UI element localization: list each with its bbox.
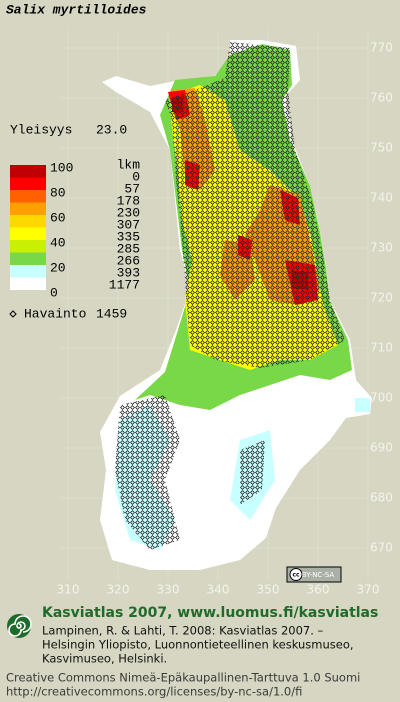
citation-line: Helsingin Yliopisto, Luonnontieteellinen…: [42, 638, 354, 652]
legend-count: 230: [117, 205, 140, 220]
x-tick-label: 370: [357, 583, 380, 597]
count-header: lkm: [117, 157, 141, 172]
legend-count: 1177: [109, 277, 140, 292]
y-tick-label: 690: [370, 441, 393, 455]
svg-text:cc: cc: [292, 572, 300, 579]
y-tick-label: 670: [370, 541, 393, 555]
observation-label: Havainto: [24, 306, 86, 321]
y-tick-label: 760: [370, 91, 393, 105]
legend-swatch: [10, 177, 46, 190]
license-badge-text: BY-NC-SA: [302, 571, 335, 579]
legend-swatch: [10, 190, 46, 203]
legend-scale-label: 20: [50, 260, 66, 275]
footer-brand: Kasviatlas 2007, www.luomus.fi/kasviatla…: [42, 605, 378, 621]
legend-scale-label: 40: [50, 235, 66, 250]
y-tick-label: 720: [370, 291, 393, 305]
legend-count: 307: [117, 217, 140, 232]
x-tick-label: 340: [207, 583, 230, 597]
y-tick-label: 700: [370, 391, 393, 405]
y-tick-label: 740: [370, 191, 393, 205]
legend-swatch: [10, 165, 46, 178]
legend-swatch: [10, 227, 46, 240]
y-tick-label: 730: [370, 241, 393, 255]
x-tick-label: 360: [307, 583, 330, 597]
observation-count: 1459: [96, 306, 127, 321]
legend-swatch: [10, 265, 46, 278]
species-title: Salix myrtilloides: [6, 2, 147, 17]
observation-icon: [9, 310, 17, 318]
citation-line: Kasvimuseo, Helsinki.: [42, 652, 167, 666]
legend-swatch: [10, 240, 46, 253]
x-tick-label: 350: [257, 583, 280, 597]
x-tick-label: 330: [157, 583, 180, 597]
legend-count: 178: [117, 193, 140, 208]
y-tick-label: 750: [370, 141, 393, 155]
legend-scale-label: 100: [50, 160, 73, 175]
citation-line: Lampinen, R. & Lahti, T. 2008: Kasviatla…: [42, 624, 324, 638]
legend-scale-label: 0: [50, 285, 58, 300]
license-line: http://creativecommons.org/licenses/by-n…: [6, 685, 302, 699]
observation-markers: [115, 42, 345, 550]
legend-swatch: [10, 252, 46, 265]
y-tick-label: 710: [370, 341, 393, 355]
y-tick-label: 680: [370, 491, 393, 505]
license-badge: cc BY-NC-SA: [286, 566, 342, 583]
frequency-label: Yleisyys: [10, 122, 72, 137]
legend-count: 57: [124, 181, 140, 196]
logo: [7, 614, 32, 638]
legend-count: 393: [117, 265, 140, 280]
legend-swatch: [10, 277, 46, 290]
legend-scale-label: 80: [50, 185, 66, 200]
legend-count: 0: [132, 169, 140, 184]
x-tick-label: 320: [107, 583, 130, 597]
legend-swatch: [10, 215, 46, 228]
legend-count: 266: [117, 253, 140, 268]
legend-swatch: [10, 202, 46, 215]
legend-count: 285: [117, 241, 140, 256]
legend-scale-label: 60: [50, 210, 66, 225]
legend-count: 335: [117, 229, 140, 244]
y-tick-label: 770: [370, 41, 393, 55]
license-line: Creative Commons Nimeä-Epäkaupallinen-Ta…: [6, 671, 360, 685]
frequency-value: 23.0: [96, 122, 127, 137]
x-tick-label: 310: [57, 583, 80, 597]
footer: Lampinen, R. & Lahti, T. 2008: Kasviatla…: [6, 624, 360, 699]
